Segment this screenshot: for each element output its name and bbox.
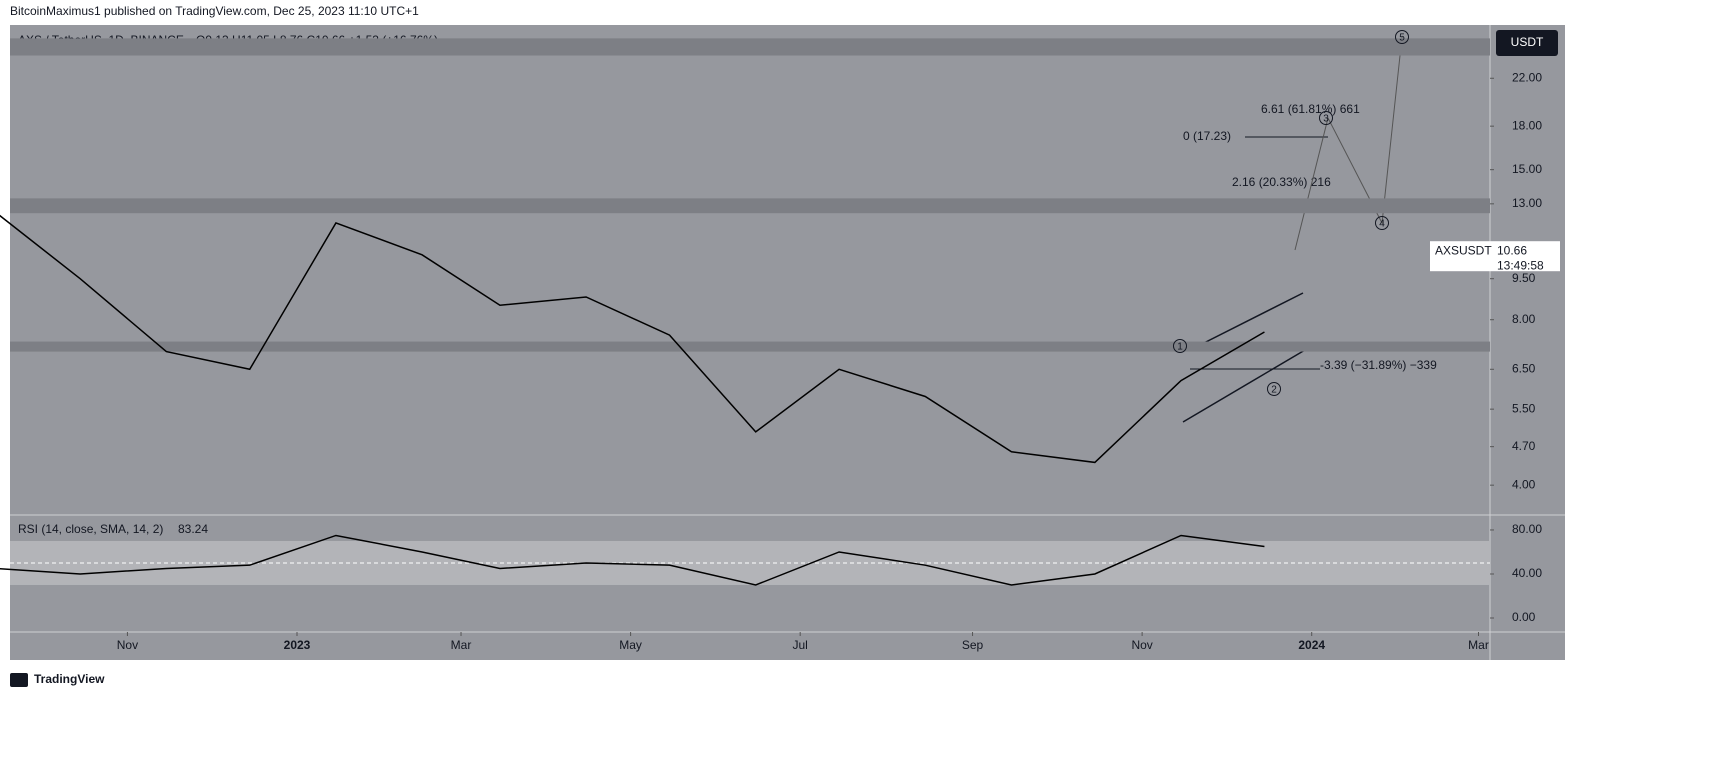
- fib-label: 6.61 (61.81%) 661: [1261, 102, 1360, 116]
- zone: [10, 198, 1490, 214]
- wave-path: [1294, 36, 1403, 251]
- currency: USDT: [1511, 35, 1544, 49]
- y-tick-label: 5.50: [1512, 401, 1536, 415]
- x-tick-label: 2024: [1298, 638, 1325, 652]
- rsi-value: 83.24: [178, 522, 208, 536]
- x-tick-label: Mar: [451, 638, 472, 652]
- wave-marker: [1375, 216, 1389, 230]
- y-tick-label: 22.00: [1512, 70, 1542, 84]
- wave-label: 1: [1177, 342, 1183, 353]
- last-price-box: [1430, 241, 1560, 272]
- wave-label: 2: [1271, 385, 1277, 396]
- fib-label: 0 (17.23): [1183, 129, 1231, 143]
- y-tick-label: 4.00: [1512, 477, 1536, 491]
- publish-note: BitcoinMaximus1 published on TradingView…: [10, 4, 419, 18]
- x-tick-label: Sep: [962, 638, 984, 652]
- channel-line: [1189, 292, 1304, 351]
- last-price-value: 10.66: [1497, 243, 1527, 257]
- x-tick-label: May: [619, 638, 642, 652]
- wave-marker: [1319, 111, 1333, 125]
- y-tick-label: 80.00: [1512, 522, 1542, 536]
- zone: [10, 38, 1490, 56]
- x-tick-label: Jul: [793, 638, 808, 652]
- fib-label: 2.16 (20.33%) 216: [1232, 175, 1331, 189]
- logo: [10, 673, 28, 687]
- footer-brand: TradingView: [34, 672, 105, 686]
- y-tick-label: 40.00: [1512, 566, 1542, 580]
- currency-box: [1496, 30, 1558, 56]
- y-tick-label: 4.70: [1512, 439, 1536, 453]
- y-tick-label: 13.00: [1512, 196, 1542, 210]
- x-tick-label: Nov: [117, 638, 138, 652]
- countdown: 13:49:58: [1497, 258, 1544, 272]
- wave-label: 3: [1323, 114, 1329, 125]
- y-tick-label: 18.00: [1512, 118, 1542, 132]
- wave-label: 5: [1399, 33, 1405, 44]
- x-tick-label: Mar: [1468, 638, 1489, 652]
- y-tick-label: 9.50: [1512, 271, 1536, 285]
- rsi-band: [10, 540, 1490, 585]
- y-tick-label: 0.00: [1512, 610, 1536, 624]
- fib-label: -3.39 (−31.89%) −339: [1320, 358, 1437, 372]
- y-tick-label: 15.00: [1512, 162, 1542, 176]
- wave-marker: [1395, 30, 1409, 44]
- price-line: [0, 214, 1265, 464]
- wave-label: 4: [1379, 219, 1385, 230]
- last-price-symbol: AXSUSDT: [1435, 243, 1492, 257]
- price-line: [0, 534, 1265, 586]
- x-tick-label: Nov: [1131, 638, 1152, 652]
- y-tick-label: 8.00: [1512, 312, 1536, 326]
- axis-background: [1490, 25, 1565, 660]
- y-tick-label: 6.50: [1512, 361, 1536, 375]
- rsi-title: RSI (14, close, SMA, 14, 2): [18, 522, 163, 536]
- x-tick-label: 2023: [284, 638, 311, 652]
- wave-marker: [1173, 339, 1187, 353]
- zone: [10, 341, 1490, 352]
- channel-line: [1182, 349, 1306, 423]
- wave-marker: [1267, 382, 1281, 396]
